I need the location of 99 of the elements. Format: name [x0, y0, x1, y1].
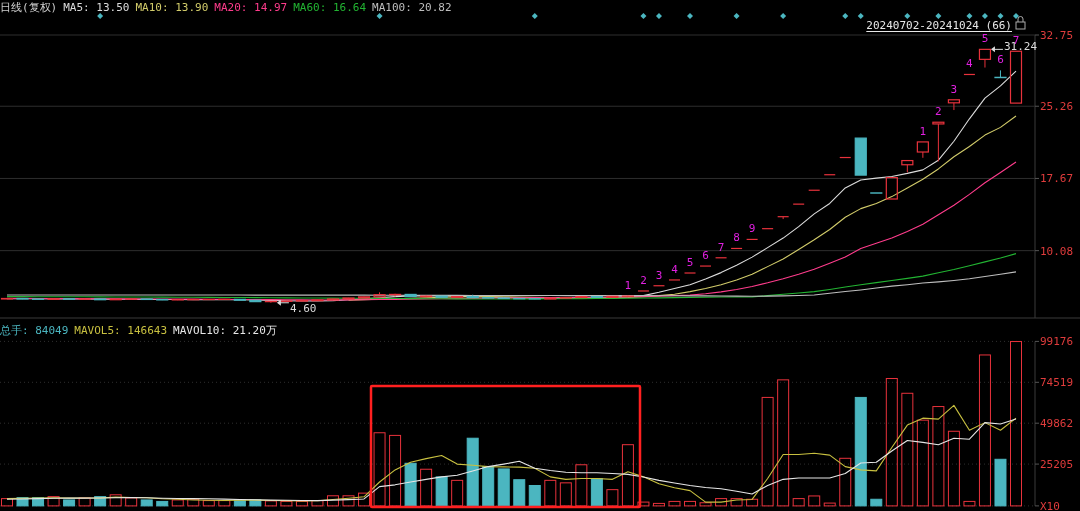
- bar: [947, 430, 960, 507]
- bar: [932, 406, 945, 507]
- bar: [373, 432, 386, 507]
- text: MA10: 13.90: [135, 1, 209, 14]
- text: 9: [748, 222, 756, 236]
- y-tick-label: 25.26: [1040, 100, 1074, 114]
- text: 5: [981, 32, 989, 46]
- bar: [606, 489, 619, 507]
- text: 总手: 84049: [0, 324, 69, 337]
- bar: [1, 498, 13, 507]
- bar: [823, 502, 836, 507]
- y-tick-label: 32.75: [1040, 29, 1074, 42]
- bar: [839, 457, 852, 507]
- y-tick-label: 74519: [1040, 376, 1074, 390]
- bar: [482, 466, 495, 507]
- bar: [326, 495, 339, 507]
- bar: [63, 499, 76, 507]
- bar: [978, 354, 991, 507]
- bar: [47, 496, 60, 507]
- bar: [125, 497, 138, 507]
- text: 2: [640, 273, 647, 287]
- chart-title: 日线(复权): [0, 1, 58, 14]
- bar: [668, 500, 681, 507]
- bar: [451, 479, 464, 507]
- bar: [513, 479, 526, 507]
- text: 6: [702, 249, 709, 263]
- bar: [637, 501, 650, 507]
- text: 1: [919, 124, 927, 138]
- text: 5: [686, 256, 694, 270]
- bar: [808, 495, 821, 507]
- text: 2: [935, 105, 942, 119]
- bar: [715, 498, 728, 507]
- bar: [575, 464, 588, 507]
- bar: [280, 500, 293, 507]
- bar: [854, 396, 867, 507]
- text: 3: [950, 82, 958, 96]
- y-tick-label: X10: [1040, 499, 1060, 511]
- annotation: 4.60: [289, 301, 317, 315]
- bar: [963, 500, 976, 507]
- text: MA100: 20.82: [372, 1, 452, 14]
- candlestick: [947, 99, 961, 111]
- bar: [358, 492, 371, 507]
- y-tick-label: 10.08: [1040, 244, 1074, 258]
- bar: [544, 479, 557, 507]
- bar: [699, 502, 712, 507]
- bar: [435, 476, 448, 507]
- bar: [466, 437, 479, 507]
- bar: [684, 500, 697, 507]
- bar: [342, 495, 355, 507]
- text: 7: [717, 240, 725, 254]
- line-series: [6, 418, 1017, 502]
- bar: [777, 379, 790, 507]
- bar: [761, 396, 774, 507]
- candlestick: [916, 141, 929, 159]
- bar: [140, 499, 153, 507]
- text: 4: [671, 262, 678, 276]
- candlestick: [885, 176, 898, 200]
- bar: [156, 500, 169, 507]
- y-tick-label: 49862: [1040, 417, 1074, 431]
- bar: [901, 392, 914, 507]
- candlestick: [932, 121, 945, 162]
- bar: [994, 458, 1007, 507]
- bar: [590, 478, 603, 507]
- text: 20240702-20241024 (66): [866, 19, 1012, 32]
- text: MAVOL5: 146643: [74, 324, 168, 337]
- bar: [264, 500, 277, 507]
- bar: [559, 482, 572, 507]
- bar: [171, 499, 184, 507]
- y-tick-label: 25205: [1040, 458, 1074, 472]
- bar: [528, 485, 541, 507]
- bar: [404, 462, 417, 507]
- line-series: [6, 271, 1017, 297]
- candlestick: [854, 137, 867, 176]
- y-tick-label: 99176: [1040, 335, 1074, 349]
- bar: [621, 444, 634, 507]
- bar: [730, 498, 743, 507]
- bar: [870, 498, 883, 507]
- text: 6: [997, 53, 1004, 67]
- text: 4: [966, 57, 973, 71]
- bar: [916, 419, 929, 507]
- bar: [792, 498, 805, 507]
- bar: [109, 494, 122, 507]
- bar: [652, 502, 665, 507]
- text: MA5: 13.50: [63, 1, 130, 14]
- text: 8: [733, 231, 740, 245]
- bar: [420, 468, 433, 507]
- bar: [497, 468, 510, 507]
- line-series: [6, 253, 1017, 300]
- y-tick-label: 17.67: [1040, 172, 1074, 186]
- bar: [1010, 341, 1022, 507]
- bar: [746, 498, 759, 507]
- candlestick: [1009, 50, 1023, 104]
- bar: [389, 434, 402, 507]
- text: MAVOL10: 21.20万: [173, 324, 277, 337]
- bar: [885, 378, 898, 507]
- text: MA20: 14.97: [214, 1, 288, 14]
- text: 3: [655, 268, 663, 282]
- text: 1: [624, 278, 632, 292]
- text: MA60: 16.64: [293, 1, 367, 14]
